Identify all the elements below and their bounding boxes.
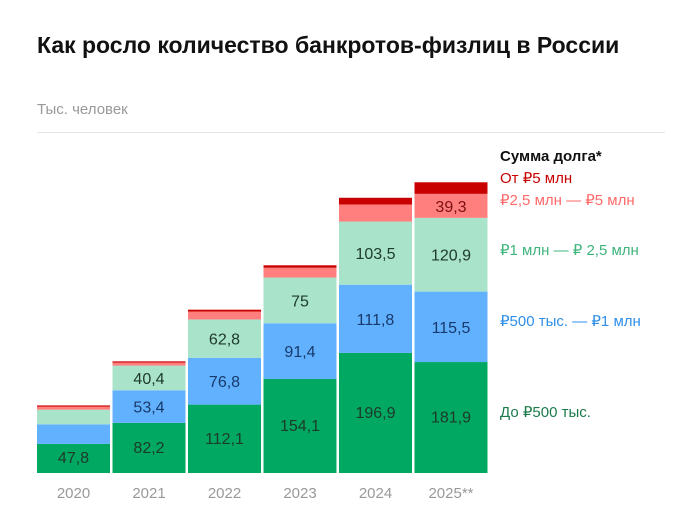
bar-segment	[37, 406, 110, 410]
data-label: 53,4	[133, 400, 164, 417]
data-label: 40,4	[133, 371, 164, 388]
data-label: 111,8	[357, 312, 395, 329]
bar-segment	[188, 311, 261, 320]
bar-segment	[37, 405, 110, 407]
legend-title: Сумма долга*	[500, 148, 602, 165]
bar-segment	[414, 193, 488, 218]
data-label: 82,2	[133, 440, 164, 457]
x-tick-label: 2022	[208, 485, 241, 502]
bar-segment	[112, 361, 186, 363]
x-tick-label: 2020	[57, 485, 90, 502]
bar-segment	[112, 422, 186, 473]
x-tick-label: 2025**	[428, 485, 473, 502]
data-label: 120,9	[431, 248, 471, 265]
bar-segment	[112, 365, 186, 391]
divider	[37, 132, 665, 133]
bar-segment	[188, 319, 261, 358]
bar-segment	[414, 291, 488, 363]
data-label: 154,1	[280, 418, 320, 435]
legend-item: ₽500 тыс. — ₽1 млн	[500, 313, 641, 330]
data-label: 47,8	[58, 450, 89, 467]
bar-segment	[188, 357, 261, 405]
bar-segment	[37, 424, 110, 444]
bar-segment	[188, 404, 261, 473]
legend-item: До ₽500 тыс.	[500, 404, 591, 421]
bar-segment	[339, 204, 412, 222]
bar-segment	[339, 284, 412, 353]
bar-segment	[339, 221, 412, 285]
data-label: 196,9	[355, 405, 395, 422]
data-label: 115,5	[432, 320, 471, 337]
bar-segment	[263, 265, 337, 268]
x-tick-label: 2024	[359, 485, 392, 502]
x-tick-label: 2023	[283, 485, 316, 502]
bar-segment	[188, 309, 261, 312]
bar-segment	[37, 409, 110, 425]
data-label: 91,4	[284, 344, 315, 361]
bar-segment	[263, 267, 337, 278]
bar-segment	[263, 378, 337, 473]
legend-item: От ₽5 млн	[500, 170, 573, 187]
data-label: 76,8	[209, 374, 240, 391]
bar-segment	[339, 197, 412, 205]
bar-segment	[37, 443, 110, 473]
bar-segment	[339, 352, 412, 473]
data-label: 181,9	[431, 410, 471, 427]
data-label: 112,1	[205, 431, 244, 448]
bar-segment	[414, 217, 488, 292]
legend-item: ₽1 млн — ₽ 2,5 млн	[500, 242, 639, 259]
bar-segment	[414, 182, 488, 194]
data-label: 75	[291, 293, 309, 310]
chart-subtitle: Тыс. человек	[37, 101, 128, 118]
data-label: 62,8	[209, 332, 240, 349]
legend-item: ₽2,5 млн — ₽5 млн	[500, 192, 635, 209]
x-tick-label: 2021	[132, 485, 165, 502]
bar-segment	[414, 362, 488, 473]
bar-segment	[263, 277, 337, 324]
data-label: 39,3	[435, 199, 466, 216]
bar-segment	[112, 390, 186, 423]
bar-segment	[263, 323, 337, 379]
chart-title: Как росло количество банкротов-физлиц в …	[37, 32, 620, 58]
data-label: 103,5	[355, 246, 395, 263]
bar-segment	[112, 362, 186, 366]
